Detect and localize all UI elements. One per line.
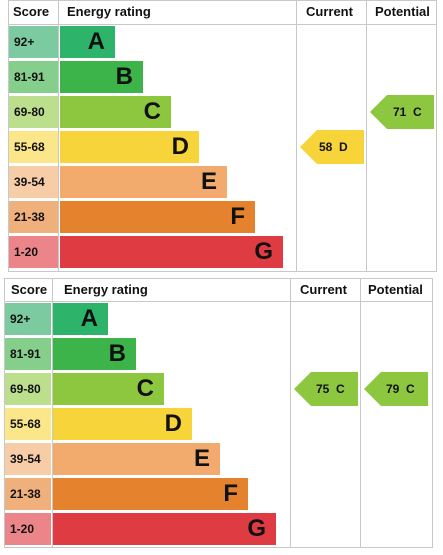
score-cell: 21-38 [5, 478, 51, 510]
epc-chart-bottom: Score Energy rating Current Potential 92… [0, 278, 443, 548]
grid-vline [360, 278, 361, 548]
rating-letter: A [80, 305, 98, 332]
rating-bar-c: C [53, 373, 164, 405]
grid-hline [4, 301, 432, 302]
rating-letter: C [136, 375, 154, 402]
potential-rating-arrow: 71 C [370, 95, 434, 129]
score-cell: 92+ [5, 303, 51, 335]
score-cell: 81-91 [9, 61, 58, 93]
grid-hline [8, 271, 436, 272]
grid-vline [436, 0, 437, 272]
current-arrow-shape [300, 130, 364, 164]
epc-chart-top: Score Energy rating Current Potential 92… [0, 0, 443, 272]
score-cell: 39-54 [9, 166, 58, 198]
grid-vline [58, 0, 59, 272]
rating-bar-c: C [60, 96, 171, 128]
score-cell: 69-80 [9, 96, 58, 128]
rating-bar-e: E [53, 443, 220, 475]
current-header: Current [306, 4, 353, 19]
energy-rating-header: Energy rating [67, 4, 151, 19]
rating-bar-a: A [60, 26, 115, 58]
grid-vline [290, 278, 291, 548]
grid-vline [296, 0, 297, 272]
rating-letter: B [115, 63, 133, 90]
current-rating-arrow: 58 D [300, 130, 364, 164]
rating-bar-f: F [53, 478, 248, 510]
grid-hline [8, 0, 436, 1]
grid-hline [8, 24, 436, 25]
current-header: Current [300, 282, 347, 297]
score-cell: 1-20 [9, 236, 58, 268]
rating-letter: A [87, 28, 105, 55]
current-rating-arrow: 75 C [294, 372, 358, 406]
rating-letter: G [247, 515, 266, 542]
potential-arrow-shape [370, 95, 434, 129]
rating-bar-d: D [53, 408, 192, 440]
rating-letter: E [200, 168, 217, 195]
score-cell: 81-91 [5, 338, 51, 370]
potential-rating-value: 71 C [393, 105, 422, 119]
potential-rating-arrow: 79 C [364, 372, 428, 406]
rating-bar-g: G [53, 513, 276, 545]
grid-vline [366, 0, 367, 272]
rating-bar-b: B [53, 338, 136, 370]
score-cell: 1-20 [5, 513, 51, 545]
rating-bar-g: G [60, 236, 283, 268]
grid-hline [4, 278, 432, 279]
grid-vline [52, 278, 53, 548]
grid-hline [4, 547, 432, 548]
score-cell: 92+ [9, 26, 58, 58]
rating-bar-a: A [53, 303, 108, 335]
score-cell: 69-80 [5, 373, 51, 405]
rating-bar-e: E [60, 166, 227, 198]
potential-header: Potential [368, 282, 423, 297]
current-rating-value: 75 C [316, 382, 345, 396]
potential-rating-value: 79 C [386, 382, 415, 396]
chart-header: Score Energy rating Current Potential [0, 278, 443, 302]
rating-letter: E [193, 445, 210, 472]
score-cell: 39-54 [5, 443, 51, 475]
grid-vline [4, 278, 5, 548]
grid-vline [8, 0, 9, 272]
grid-vline [432, 278, 433, 548]
chart-header: Score Energy rating Current Potential [0, 0, 443, 24]
potential-header: Potential [375, 4, 430, 19]
rating-letter: D [171, 133, 189, 160]
rating-letter: D [164, 410, 182, 437]
rating-bar-f: F [60, 201, 255, 233]
current-arrow-shape [294, 372, 358, 406]
energy-rating-header: Energy rating [64, 282, 148, 297]
score-cell: 55-68 [9, 131, 58, 163]
rating-letter: B [108, 340, 126, 367]
rating-letter: F [223, 480, 238, 507]
rating-letter: C [143, 98, 161, 125]
rating-letter: F [230, 203, 245, 230]
rating-bar-d: D [60, 131, 199, 163]
rating-letter: G [254, 238, 273, 265]
score-header: Score [13, 4, 50, 19]
score-header: Score [11, 282, 48, 297]
current-rating-value: 58 D [319, 140, 348, 154]
score-cell: 55-68 [5, 408, 51, 440]
potential-arrow-shape [364, 372, 428, 406]
score-cell: 21-38 [9, 201, 58, 233]
rating-bar-b: B [60, 61, 143, 93]
